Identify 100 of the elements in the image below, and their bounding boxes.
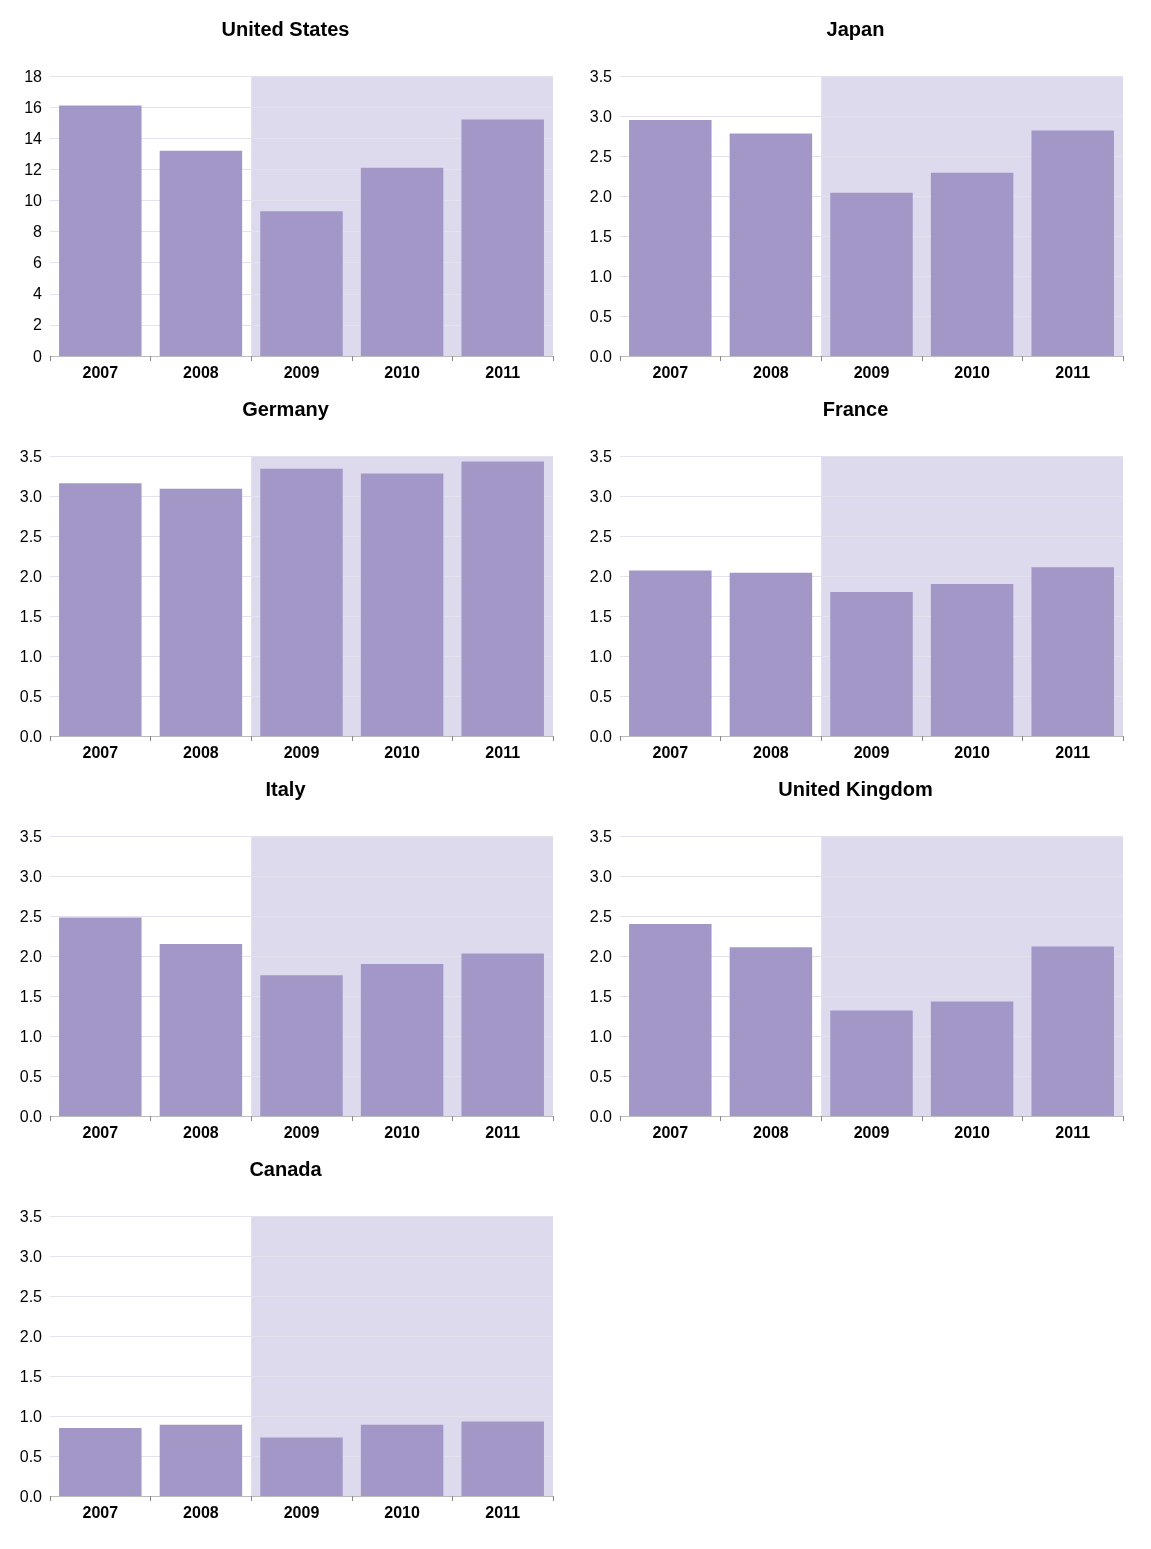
y-tick-label: 3.0	[589, 867, 613, 885]
bar	[830, 192, 913, 356]
y-tick-label: 2.5	[589, 147, 613, 165]
y-tick-label: 3.5	[589, 447, 613, 465]
y-tick-label: 3.0	[19, 1247, 43, 1265]
x-tick-label: 2007	[82, 1503, 119, 1521]
x-tick-label: 2007	[82, 363, 119, 381]
y-tick-label: 16	[24, 98, 43, 116]
y-tick-label: 6	[33, 254, 43, 272]
y-tick-label: 3.0	[589, 487, 613, 505]
y-tick-label: 0.0	[19, 1487, 43, 1505]
chart-title: United Kingdom	[778, 778, 933, 800]
y-tick-label: 14	[24, 129, 43, 147]
y-tick-label: 0.0	[589, 1107, 613, 1125]
y-tick-label: 0.5	[589, 687, 613, 705]
y-tick-label: 3.5	[19, 447, 43, 465]
bar	[461, 461, 544, 736]
y-tick-label: 2.0	[19, 1327, 43, 1345]
y-tick-label: 1.0	[19, 1027, 43, 1045]
y-tick-label: 0	[33, 347, 43, 365]
bar	[159, 1424, 243, 1496]
x-tick-label: 2010	[384, 743, 420, 761]
y-tick-label: 0.0	[19, 1107, 43, 1125]
x-tick-label: 2011	[485, 1123, 521, 1141]
bar	[159, 944, 243, 1116]
bar	[360, 1424, 444, 1496]
bar	[729, 947, 813, 1116]
y-tick-label: 0.0	[19, 727, 43, 745]
x-tick-label: 2008	[183, 1503, 219, 1521]
x-tick-label: 2010	[384, 1503, 420, 1521]
y-tick-label: 3.0	[589, 107, 613, 125]
y-tick-label: 0.5	[19, 687, 43, 705]
y-tick-label: 2	[33, 316, 43, 334]
bar	[1031, 946, 1114, 1116]
x-tick-label: 2009	[283, 363, 320, 381]
x-tick-label: 2009	[853, 363, 890, 381]
y-tick-label: 1.5	[19, 987, 43, 1005]
bar	[360, 964, 444, 1116]
bar	[930, 1001, 1014, 1116]
y-tick-label: 10	[24, 191, 43, 209]
y-tick-label: 2.0	[19, 947, 43, 965]
bar	[59, 1428, 142, 1496]
x-tick-label: 2010	[954, 1123, 990, 1141]
bar	[59, 483, 142, 736]
bar	[930, 172, 1014, 356]
x-tick-label: 2010	[384, 363, 420, 381]
y-tick-label: 1.5	[589, 607, 613, 625]
x-tick-label: 2009	[853, 1123, 890, 1141]
bar	[360, 167, 444, 356]
x-tick-label: 2008	[183, 1123, 219, 1141]
bar	[260, 211, 343, 356]
y-tick-label: 0.5	[19, 1067, 43, 1085]
chart-title: United States	[221, 18, 350, 40]
y-tick-label: 0.5	[19, 1447, 43, 1465]
chart-title: Canada	[249, 1158, 323, 1180]
bar	[260, 1437, 343, 1496]
bar	[159, 488, 243, 736]
y-tick-label: 1.0	[19, 647, 43, 665]
x-tick-label: 2009	[853, 743, 890, 761]
x-tick-label: 2011	[1055, 1123, 1091, 1141]
x-tick-label: 2008	[753, 1123, 789, 1141]
y-tick-label: 2.5	[589, 527, 613, 545]
bar	[260, 975, 343, 1116]
x-tick-label: 2010	[954, 363, 990, 381]
x-tick-label: 2007	[82, 743, 119, 761]
bar	[629, 120, 712, 356]
x-tick-label: 2011	[485, 743, 521, 761]
y-tick-label: 8	[33, 223, 43, 241]
x-tick-label: 2008	[183, 743, 219, 761]
y-tick-label: 3.5	[19, 1207, 43, 1225]
y-tick-label: 0.0	[589, 347, 613, 365]
y-tick-label: 4	[33, 285, 43, 303]
x-tick-label: 2009	[283, 1503, 320, 1521]
x-tick-label: 2008	[753, 743, 789, 761]
bar	[360, 473, 444, 736]
y-tick-label: 2.5	[19, 907, 43, 925]
bar	[461, 953, 544, 1116]
x-tick-label: 2011	[1055, 743, 1091, 761]
bar	[461, 1421, 544, 1496]
y-tick-label: 2.0	[589, 567, 613, 585]
x-tick-label: 2009	[283, 1123, 320, 1141]
y-tick-label: 2.0	[589, 187, 613, 205]
bar	[830, 1010, 913, 1116]
x-tick-label: 2011	[485, 1503, 521, 1521]
y-tick-label: 2.5	[19, 527, 43, 545]
x-tick-label: 2008	[183, 363, 219, 381]
y-tick-label: 1.5	[589, 987, 613, 1005]
bar	[461, 119, 544, 356]
y-tick-label: 1.5	[589, 227, 613, 245]
y-tick-label: 1.5	[19, 1367, 43, 1385]
chart-title: Japan	[826, 18, 885, 40]
bar	[159, 150, 243, 356]
y-tick-label: 2.5	[589, 907, 613, 925]
y-tick-label: 3.5	[589, 827, 613, 845]
bar	[260, 468, 343, 736]
y-tick-label: 3.0	[19, 487, 43, 505]
x-tick-label: 2007	[652, 1123, 689, 1141]
y-tick-label: 18	[24, 67, 43, 85]
y-tick-label: 0.5	[589, 307, 613, 325]
x-tick-label: 2010	[384, 1123, 420, 1141]
